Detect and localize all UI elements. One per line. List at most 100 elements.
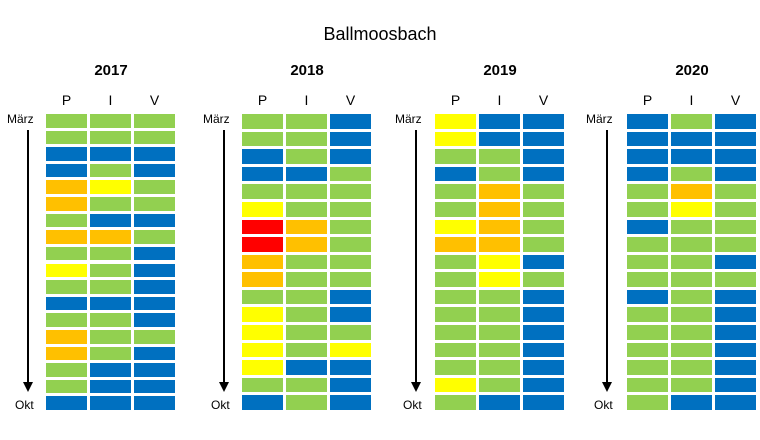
cell-2018-I-11	[286, 289, 327, 305]
cell-2019-I-15	[479, 360, 520, 375]
cell-2018-V-4	[330, 166, 371, 182]
cell-2019-I-8	[479, 237, 520, 252]
cell-2019-V-11	[523, 289, 564, 305]
cell-2017-V-1	[134, 114, 175, 128]
cell-2018-V-9	[330, 254, 371, 270]
cell-2017-P-10	[46, 263, 87, 278]
cell-2020-V-13	[715, 325, 756, 340]
cell-2019-I-2	[479, 131, 520, 147]
cell-2017-P-11	[46, 280, 87, 294]
cell-2018-P-15	[242, 360, 283, 375]
cell-2018-V-11	[330, 289, 371, 305]
cell-2018-P-17	[242, 395, 283, 410]
cell-2020-P-2	[627, 131, 668, 147]
cell-2018-I-9	[286, 254, 327, 270]
cell-2019-V-1	[523, 114, 564, 129]
cell-2018-P-2	[242, 131, 283, 147]
cell-2020-V-2	[715, 131, 756, 147]
cell-2019-V-3	[523, 149, 564, 164]
cell-2019-V-2	[523, 131, 564, 147]
cell-2019-V-6	[523, 201, 564, 217]
cell-2020-P-11	[627, 289, 668, 305]
cell-2020-I-13	[671, 325, 712, 340]
column-header: I	[108, 92, 113, 108]
cell-2018-I-2	[286, 131, 327, 147]
cell-2017-V-13	[134, 313, 175, 327]
cell-2020-V-8	[715, 237, 756, 252]
cell-2020-V-3	[715, 149, 756, 164]
cell-2017-V-9	[134, 246, 175, 261]
cell-2017-P-17	[46, 379, 87, 394]
cell-2019-V-15	[523, 360, 564, 375]
cell-2018-V-6	[330, 201, 371, 217]
cell-2020-I-2	[671, 131, 712, 147]
cell-2017-V-17	[134, 379, 175, 394]
cell-2020-P-14	[627, 342, 668, 358]
cell-2018-P-10	[242, 272, 283, 287]
cell-2018-P-11	[242, 289, 283, 305]
cell-2019-V-4	[523, 166, 564, 182]
cell-2017-V-3	[134, 147, 175, 161]
column-header: V	[345, 92, 356, 108]
column-header: I	[497, 92, 502, 108]
cell-2020-P-13	[627, 325, 668, 340]
cell-2019-P-11	[435, 289, 476, 305]
cell-2019-I-5	[479, 184, 520, 199]
cell-2019-V-17	[523, 395, 564, 410]
cell-2019-V-9	[523, 254, 564, 270]
cell-2018-V-16	[330, 377, 371, 393]
cell-2019-P-3	[435, 149, 476, 164]
cell-2017-I-15	[90, 346, 131, 361]
cell-2018-V-2	[330, 131, 371, 147]
cell-2020-V-11	[715, 289, 756, 305]
end-label: Okt	[594, 398, 613, 412]
cell-2020-V-6	[715, 201, 756, 217]
cell-2018-P-9	[242, 254, 283, 270]
cell-2017-P-12	[46, 296, 87, 311]
cell-2020-P-7	[627, 219, 668, 235]
cell-2019-P-16	[435, 377, 476, 393]
cell-2018-V-5	[330, 184, 371, 199]
cell-2019-P-10	[435, 272, 476, 287]
end-label: Okt	[211, 398, 230, 412]
arrow-down-icon	[23, 382, 33, 392]
cell-2019-V-7	[523, 219, 564, 235]
cell-2017-V-15	[134, 346, 175, 361]
column-header: P	[642, 92, 653, 108]
cell-2018-V-1	[330, 114, 371, 129]
cell-2017-V-10	[134, 263, 175, 278]
cell-2020-P-3	[627, 149, 668, 164]
cell-2019-I-3	[479, 149, 520, 164]
cell-2018-P-12	[242, 307, 283, 323]
cell-2017-I-17	[90, 379, 131, 394]
cell-2020-P-10	[627, 272, 668, 287]
time-arrow	[223, 130, 225, 384]
cell-2018-I-7	[286, 219, 327, 235]
column-header: I	[304, 92, 309, 108]
cell-2018-P-4	[242, 166, 283, 182]
cell-2018-P-3	[242, 149, 283, 164]
cell-2020-I-15	[671, 360, 712, 375]
column-header: V	[538, 92, 549, 108]
cell-2018-V-7	[330, 219, 371, 235]
cell-2018-I-3	[286, 149, 327, 164]
cell-2020-I-12	[671, 307, 712, 323]
cell-2018-I-15	[286, 360, 327, 375]
cell-2017-I-13	[90, 313, 131, 327]
cell-2019-P-2	[435, 131, 476, 147]
cell-2019-I-6	[479, 201, 520, 217]
cell-2018-P-7	[242, 219, 283, 235]
column-header: P	[257, 92, 268, 108]
cell-2017-I-12	[90, 296, 131, 311]
cell-2020-P-17	[627, 395, 668, 410]
panel-year: 2019	[483, 62, 517, 79]
cell-2017-P-3	[46, 147, 87, 161]
cell-2019-I-12	[479, 307, 520, 323]
cell-2018-P-16	[242, 377, 283, 393]
cell-2018-I-5	[286, 184, 327, 199]
cell-2019-P-8	[435, 237, 476, 252]
column-header: P	[61, 92, 72, 108]
chart-title: Ballmoosbach	[323, 24, 437, 44]
cell-2017-P-6	[46, 197, 87, 211]
cell-2019-P-4	[435, 166, 476, 182]
